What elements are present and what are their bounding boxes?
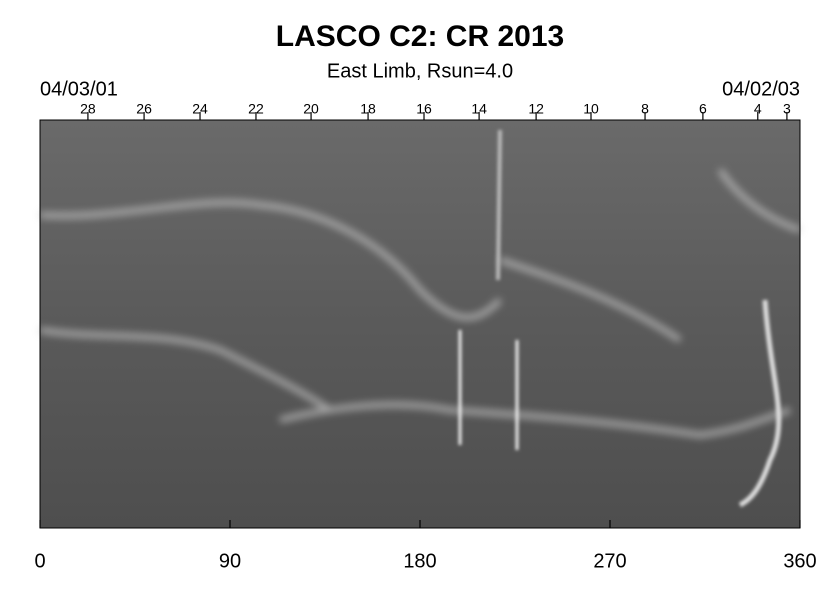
top-tick-label: 14: [471, 101, 487, 117]
top-tick-label: 12: [528, 101, 544, 117]
top-date-label: 04/03/01: [40, 78, 118, 100]
chart-subtitle: East Limb, Rsun=4.0: [327, 60, 513, 82]
top-tick-label: 10: [583, 101, 599, 117]
top-tick-label: 8: [641, 101, 649, 117]
chart-title: LASCO C2: CR 2013: [276, 20, 564, 53]
x-tick-label: 90: [219, 550, 241, 572]
top-tick-label: 3: [783, 101, 791, 117]
x-tick-label: 180: [403, 550, 436, 572]
top-tick-label: 20: [303, 101, 319, 117]
top-tick-label: 4: [754, 101, 762, 117]
top-tick-label: 18: [360, 101, 376, 117]
top-date-label: 04/02/03: [722, 78, 800, 100]
top-tick-label: 24: [192, 101, 208, 117]
map-image: [39, 119, 801, 529]
top-tick-label: 28: [80, 101, 96, 117]
x-tick-label: 360: [783, 550, 816, 572]
top-tick-label: 16: [416, 101, 432, 117]
top-tick-label: 6: [699, 101, 707, 117]
top-tick-label: 22: [248, 101, 264, 117]
x-tick-label: 0: [34, 550, 45, 572]
x-tick-label: 270: [593, 550, 626, 572]
top-tick-label: 26: [136, 101, 152, 117]
